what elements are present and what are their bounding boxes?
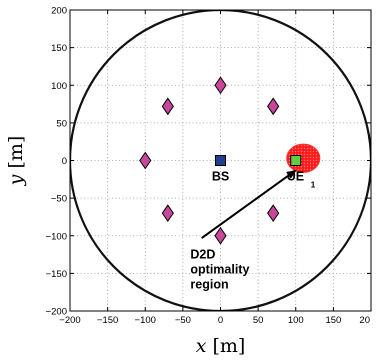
y-tick-label-4: 0 (62, 156, 67, 167)
y-axis-label: y [m] (5, 136, 27, 187)
y-tick-label-1: −150 (46, 269, 67, 280)
annotation-line-3: region (190, 277, 228, 291)
x-tick-label-6: 100 (288, 315, 304, 326)
x-tick-label-3: −50 (175, 315, 191, 326)
y-tick-label-6: 100 (51, 81, 67, 92)
device-marker-2 (267, 97, 280, 116)
y-tick-label-5: 50 (56, 118, 67, 129)
y-tick-label-0: −200 (46, 307, 67, 318)
y-tick-label-7: 150 (51, 43, 67, 54)
device-marker-4 (139, 151, 152, 170)
x-tick-label-5: 50 (253, 315, 264, 326)
device-marker-3 (161, 97, 174, 116)
bs-label: BS (212, 170, 229, 184)
x-axis-label: x [m] (196, 335, 246, 357)
device-marker-6 (267, 204, 280, 223)
x-tick-label-7: 150 (325, 315, 341, 326)
ue-label-subscript: 1 (311, 181, 316, 190)
x-tick-label-2: −100 (135, 315, 156, 326)
y-tick-label-2: −100 (46, 231, 67, 242)
bs-marker (215, 155, 226, 166)
annotation-line-2: optimality (190, 262, 249, 276)
x-tick-label-8: 20 (359, 315, 370, 326)
y-tick-label-8: 200 (51, 6, 67, 17)
annotation-arrow (201, 169, 297, 239)
device-marker-1 (214, 76, 227, 95)
x-tick-label-0: −200 (59, 315, 80, 326)
device-marker-5 (161, 204, 174, 223)
x-tick-label-1: −150 (97, 315, 118, 326)
device-marker-7 (214, 226, 227, 245)
x-tick-label-4: 0 (218, 315, 223, 326)
ue-marker (290, 155, 302, 166)
y-tick-label-3: −50 (51, 194, 67, 205)
annotation-line-1: D2D (190, 247, 215, 261)
